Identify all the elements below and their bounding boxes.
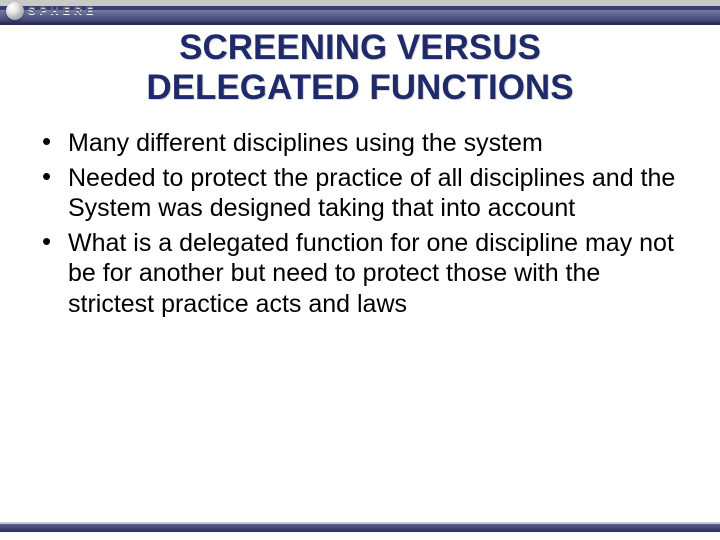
bullet-item: What is a delegated function for one dis… bbox=[38, 228, 690, 320]
header-bar: SPHERE bbox=[0, 0, 720, 26]
slide-title: SCREENING VERSUS DELEGATED FUNCTIONS bbox=[0, 28, 720, 109]
bullet-text: Many different disciplines using the sys… bbox=[68, 129, 543, 157]
header-stripe-bottom bbox=[0, 22, 720, 25]
bullet-text: Needed to protect the practice of all di… bbox=[68, 164, 675, 223]
bullet-item: Needed to protect the practice of all di… bbox=[38, 163, 690, 224]
sphere-orb-icon bbox=[6, 2, 24, 20]
title-line-2: DELEGATED FUNCTIONS bbox=[146, 68, 573, 107]
footer-bar bbox=[0, 518, 720, 540]
title-line-1: SCREENING VERSUS bbox=[179, 28, 541, 67]
slide-body: Many different disciplines using the sys… bbox=[38, 128, 690, 323]
footer-stripe-white bbox=[0, 532, 720, 540]
footer-stripe-dark bbox=[0, 524, 720, 532]
bullet-item: Many different disciplines using the sys… bbox=[38, 128, 690, 159]
bullet-text: What is a delegated function for one dis… bbox=[68, 229, 674, 318]
brand-text: SPHERE bbox=[28, 5, 97, 17]
slide: SPHERE SCREENING VERSUS DELEGATED FUNCTI… bbox=[0, 0, 720, 540]
logo: SPHERE bbox=[6, 2, 97, 20]
bullet-list: Many different disciplines using the sys… bbox=[38, 128, 690, 319]
header-stripe-gradient bbox=[0, 10, 720, 22]
